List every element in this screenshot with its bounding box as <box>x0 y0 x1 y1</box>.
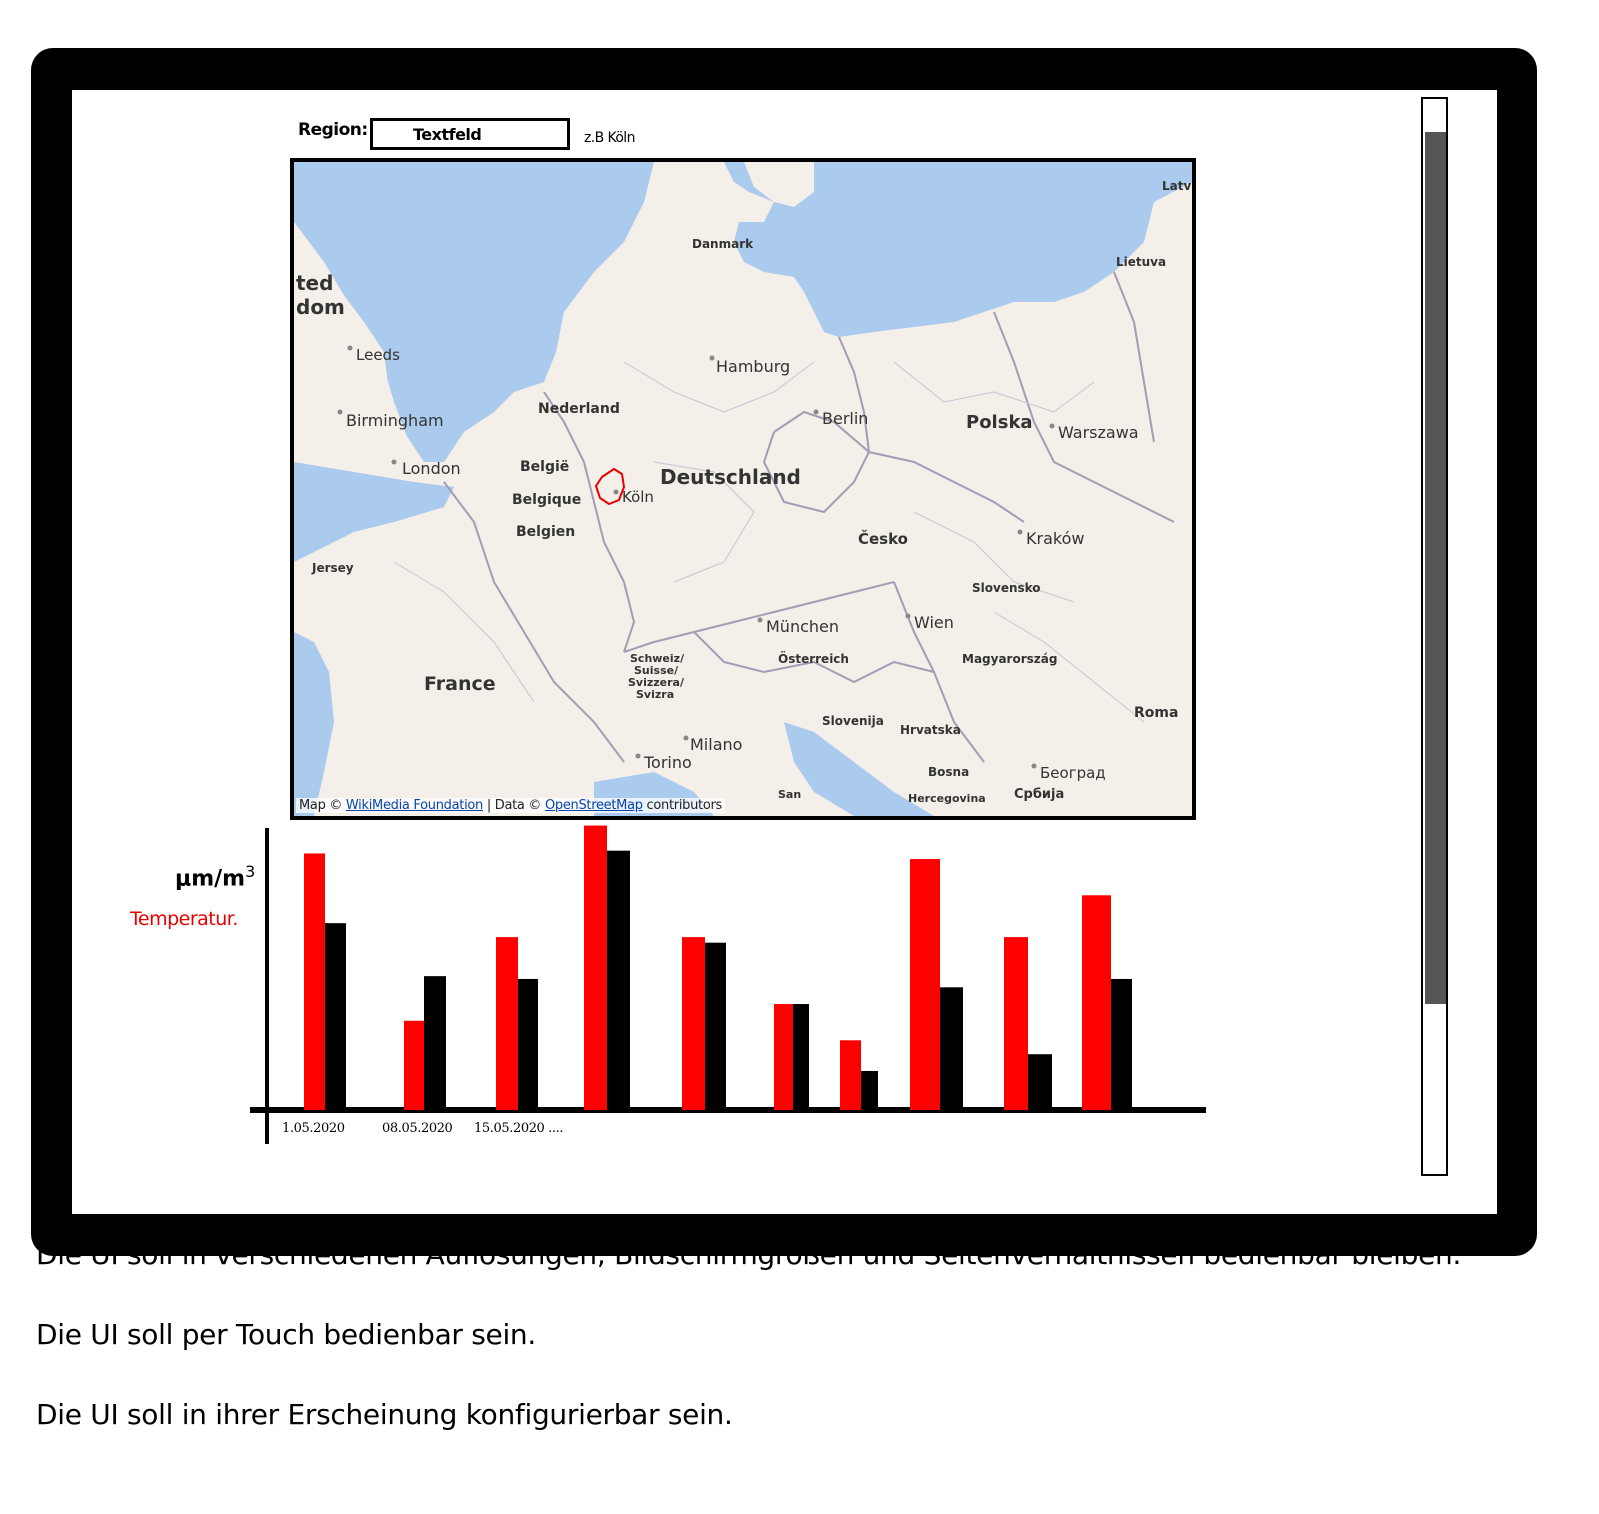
place-latvia: Latv <box>1162 179 1191 193</box>
openstreetmap-link[interactable]: OpenStreetMap <box>544 798 643 813</box>
scandinavia <box>744 162 814 207</box>
place-suisse: Suisse/ <box>634 664 679 677</box>
place-muenchen: München <box>766 617 839 636</box>
place-krakow: Kraków <box>1026 529 1084 548</box>
place-birmingham: Birmingham <box>346 411 444 430</box>
place-slovenija: Slovenija <box>822 714 884 728</box>
place-kingdom: dom <box>296 295 345 319</box>
place-belgien: Belgien <box>516 524 575 540</box>
place-bosna: Bosna <box>928 765 969 779</box>
place-hercegovina: Herсegovina <box>908 792 986 805</box>
place-polska: Polska <box>966 412 1033 433</box>
city-dots <box>337 345 1055 769</box>
requirement-3: Die UI soll in ihrer Erscheinung konfigu… <box>36 1398 733 1431</box>
place-france: France <box>424 673 496 695</box>
place-deutschland: Deutschland <box>660 465 801 489</box>
place-cesko: Česko <box>858 529 908 548</box>
place-belgique: Belgique <box>512 492 581 508</box>
place-nederland: Nederland <box>538 401 620 417</box>
place-torino: Torino <box>643 753 692 772</box>
requirement-2: Die UI soll per Touch bedienbar sein. <box>36 1318 536 1351</box>
baltic-sea <box>724 162 1192 337</box>
place-svizra: Svizra <box>636 688 674 701</box>
place-jersey: Jersey <box>311 561 354 575</box>
place-lietuva: Lietuva <box>1116 255 1166 269</box>
attribution-prefix: Map © <box>299 798 346 813</box>
place-schweiz: Schweiz/ <box>630 652 685 665</box>
map-attribution: Map © WikiMedia Foundation | Data © Open… <box>296 798 725 813</box>
adriatic-sea <box>784 722 934 816</box>
denmark <box>649 172 734 272</box>
y-axis-unit: μm/m3 <box>175 862 256 892</box>
north-sea <box>294 162 654 462</box>
map-canvas[interactable]: Danmark Lietuva Latv ted dom Leeds Hambu… <box>294 162 1192 816</box>
attribution-mid: | Data © <box>482 798 545 813</box>
region-borders <box>393 361 1145 723</box>
region-label: Region: <box>298 120 368 140</box>
attribution-suffix: contributors <box>642 798 723 813</box>
place-wien: Wien <box>914 613 954 632</box>
place-milano: Milano <box>690 735 742 754</box>
place-united: ted <box>296 271 333 295</box>
place-danmark: Danmark <box>692 237 754 251</box>
requirement-1: Die UI soll in verschiedenen Auflösungen… <box>36 1238 1462 1271</box>
bay-of-biscay <box>294 632 334 816</box>
region-input[interactable] <box>370 118 570 150</box>
place-belgie: België <box>520 459 569 475</box>
map-view[interactable]: Danmark Lietuva Latv ted dom Leeds Hambu… <box>290 158 1196 820</box>
place-oesterreich: Österreich <box>778 651 849 666</box>
place-san: San <box>778 788 801 801</box>
english-channel <box>294 462 454 562</box>
place-magyarorszag: Magyarország <box>962 652 1057 666</box>
place-slovensko: Slovensko <box>972 581 1041 595</box>
place-warszawa: Warszawa <box>1058 423 1139 442</box>
region-hint: z.B Köln <box>584 130 635 146</box>
app-screen: Region: z.B Köln <box>72 90 1497 1214</box>
scrollbar-thumb[interactable] <box>1425 132 1446 1004</box>
place-koeln: Köln <box>622 488 654 506</box>
wikimedia-link[interactable]: WikiMedia Foundation <box>345 798 483 813</box>
place-beograd: Београд <box>1040 764 1106 782</box>
vertical-scrollbar[interactable] <box>1421 97 1448 1176</box>
place-roma: Roma <box>1134 705 1178 721</box>
place-srbija: Србија <box>1014 787 1064 802</box>
place-svizzera: Svizzera/ <box>628 676 685 689</box>
place-hrvatska: Hrvatska <box>900 723 961 737</box>
series-label-temperatur: Temperatur. <box>130 908 238 930</box>
place-leeds: Leeds <box>356 346 400 364</box>
place-hamburg: Hamburg <box>716 357 790 376</box>
place-berlin: Berlin <box>822 409 868 428</box>
great-britain <box>294 222 414 467</box>
koeln-highlight <box>594 467 626 506</box>
place-london: London <box>402 459 461 478</box>
